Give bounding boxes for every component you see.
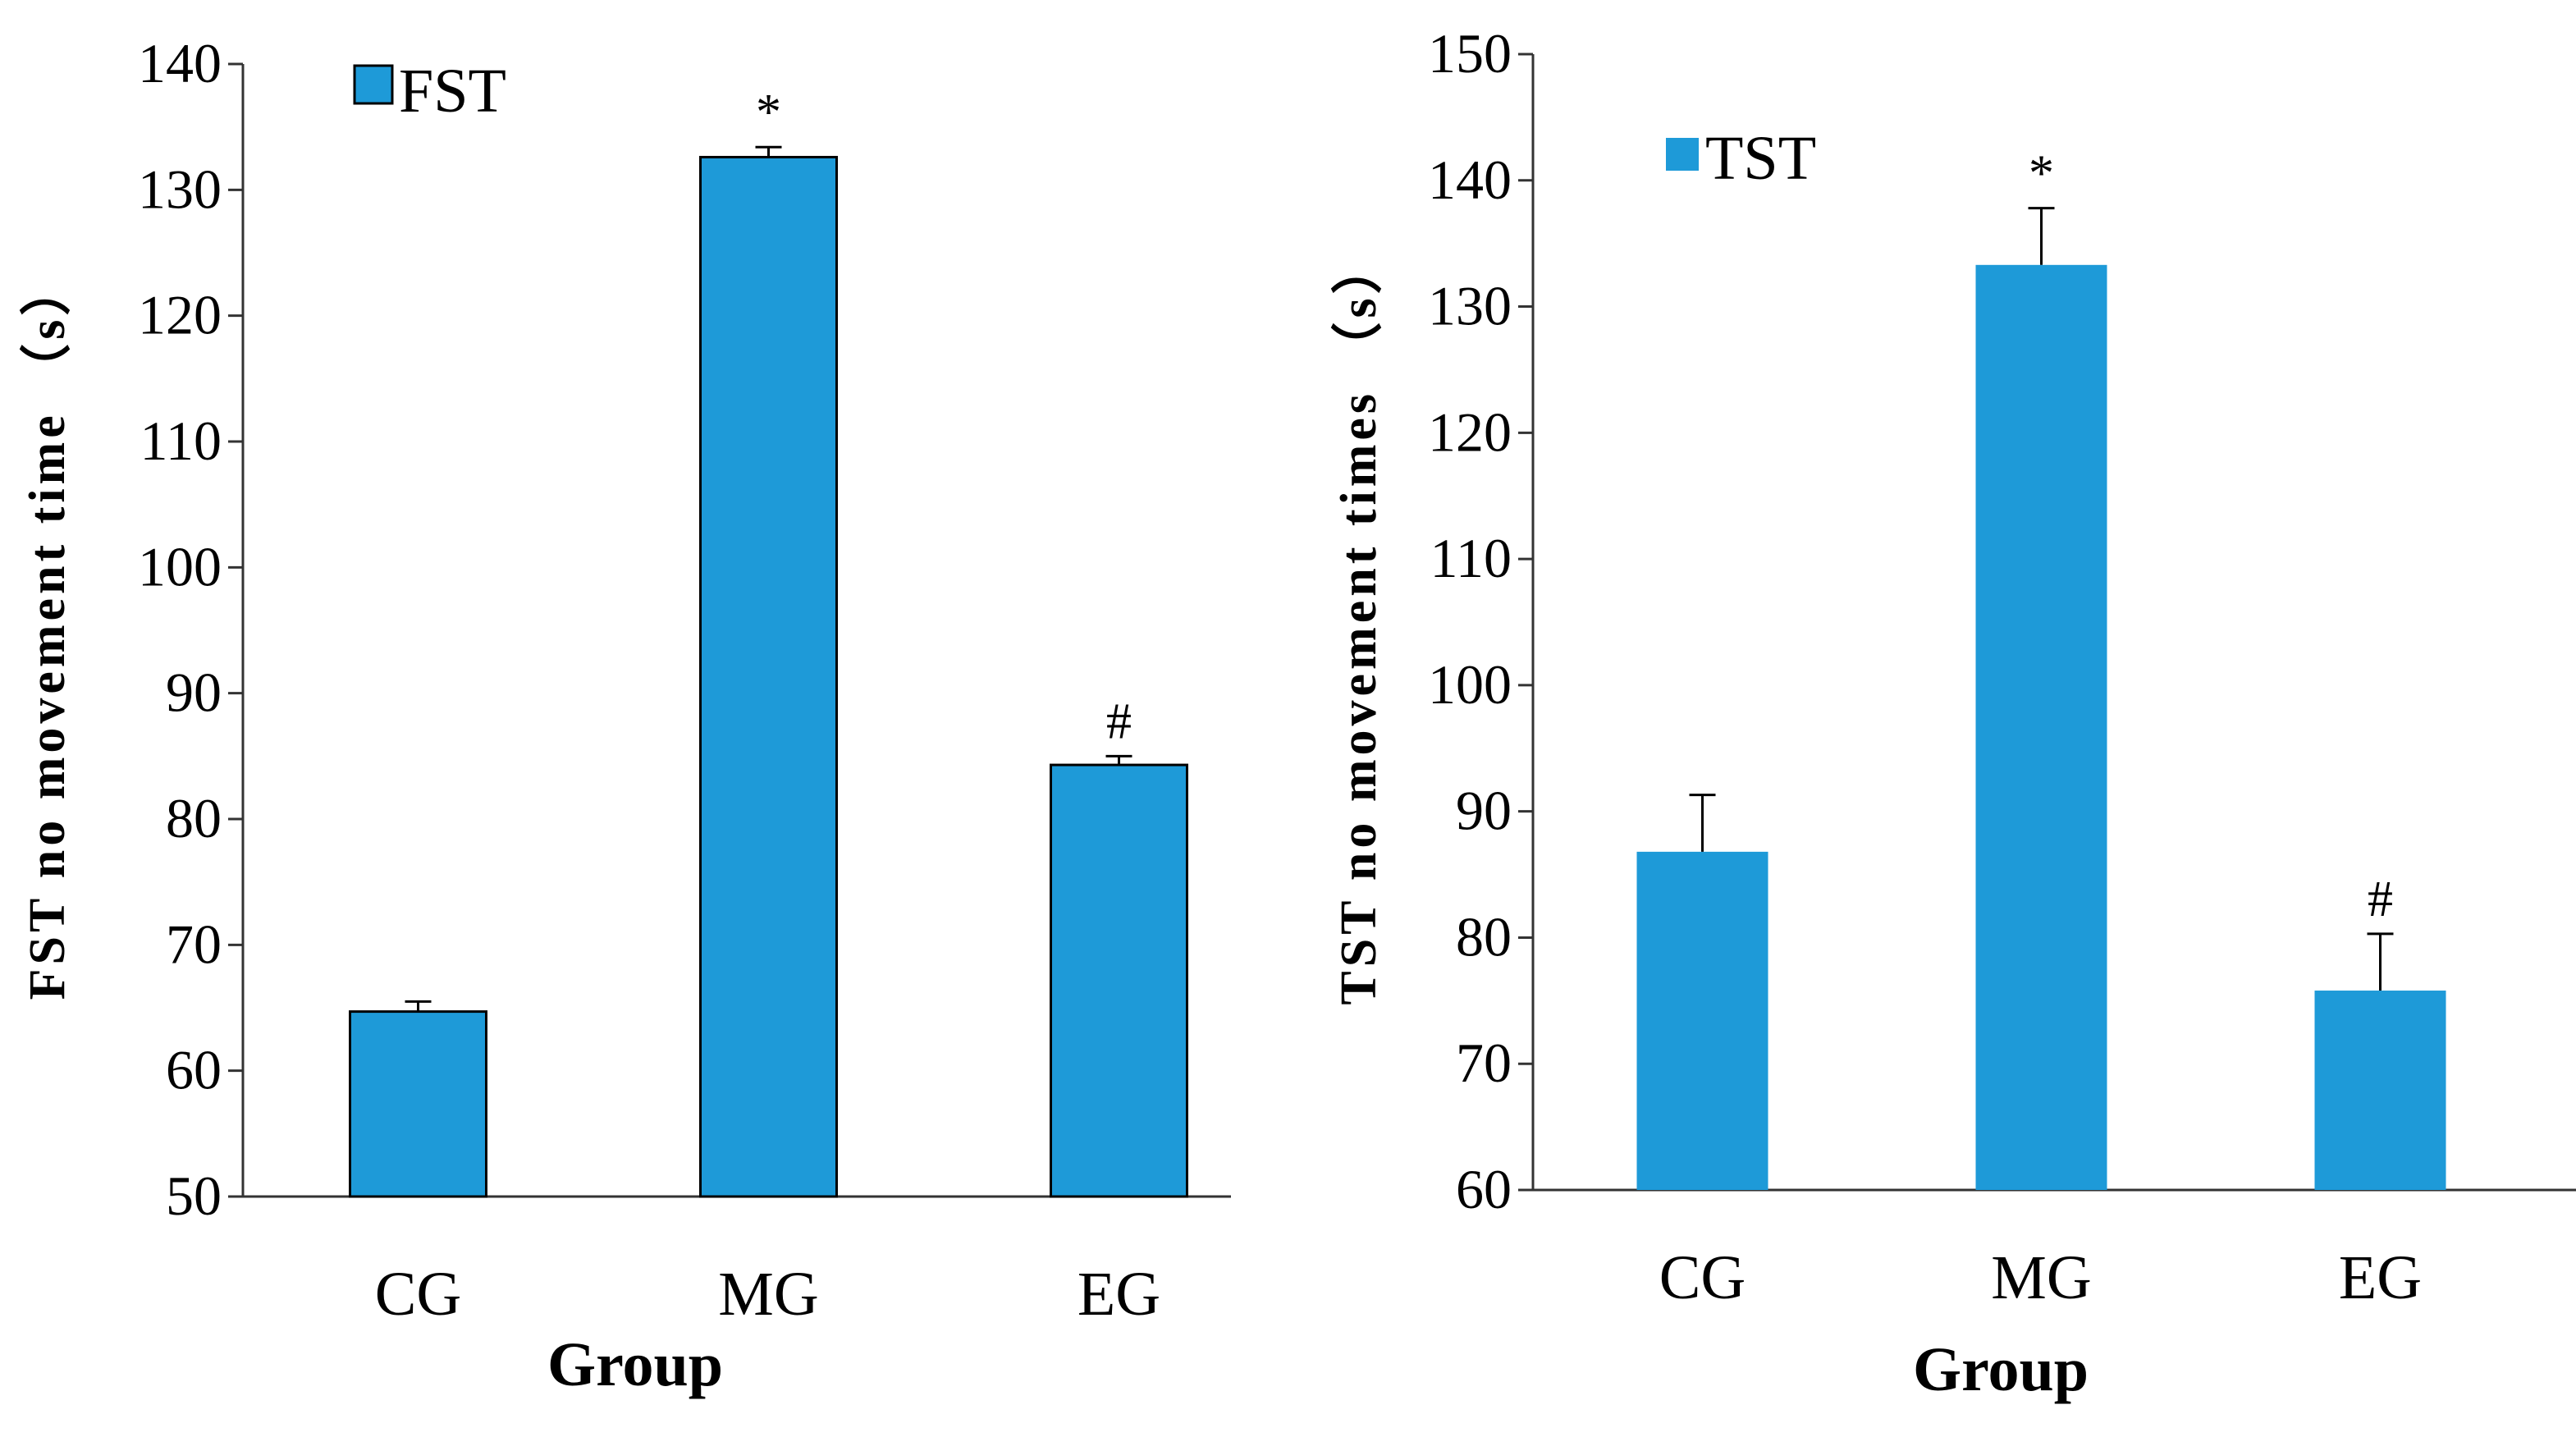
tst-x-tick-label: EG <box>2339 1243 2422 1312</box>
tst-y-tick-label: 130 <box>1428 275 1512 337</box>
tst-bar-eg <box>2314 991 2446 1190</box>
fst-legend-swatch <box>353 64 394 105</box>
tst-y-tick-label: 80 <box>1456 905 1512 968</box>
tst-x-tick-label: CG <box>1659 1243 1746 1312</box>
fst-y-tick-label: 70 <box>166 913 222 975</box>
fst-y-tick-label: 80 <box>166 787 222 849</box>
fst-y-tick-label: 110 <box>140 410 222 472</box>
fst-y-axis-title: FST no movement time （s） <box>18 261 75 1000</box>
tst-y-tick-label: 90 <box>1456 780 1512 842</box>
fst-significance-mark: # <box>1106 693 1132 749</box>
fst-legend-label: FST <box>399 57 506 126</box>
tst-bar-cg <box>1636 851 1768 1190</box>
fst-y-tick-label: 100 <box>138 535 222 597</box>
fst-y-tick-label: 90 <box>166 661 222 724</box>
fst-bar-cg <box>349 1010 487 1198</box>
fst-x-axis-title: Group <box>547 1330 723 1399</box>
fst-y-tick-label: 140 <box>138 32 222 94</box>
tst-y-tick-label: 120 <box>1428 400 1512 463</box>
fst-x-tick-label: EG <box>1078 1260 1160 1329</box>
fst-bar-eg <box>1050 763 1188 1198</box>
tst-legend-swatch <box>1666 138 1699 171</box>
fst-y-tick-label: 60 <box>166 1039 222 1101</box>
fst-x-tick-label: MG <box>718 1260 818 1329</box>
tst-y-axis-title: TST no movement times （s） <box>1329 239 1387 1005</box>
tst-bar-mg <box>1975 264 2107 1191</box>
fst-bar-mg <box>699 155 838 1198</box>
fst-significance-mark: * <box>756 85 781 140</box>
tst-significance-mark: * <box>2029 146 2054 202</box>
tst-y-tick-label: 70 <box>1456 1032 1512 1094</box>
fst-y-tick-label: 120 <box>138 284 222 346</box>
tst-x-tick-label: MG <box>1991 1243 2091 1312</box>
fst-y-tick-label: 50 <box>166 1165 222 1227</box>
tst-y-tick-label: 110 <box>1430 527 1512 589</box>
tst-legend-label: TST <box>1705 124 1816 193</box>
tst-significance-mark: # <box>2368 872 2393 927</box>
tst-y-tick-label: 150 <box>1428 22 1512 85</box>
tst-x-axis-title: Group <box>1913 1335 2089 1404</box>
fst-y-tick-label: 130 <box>138 158 222 220</box>
tst-y-tick-label: 100 <box>1428 653 1512 716</box>
tst-y-tick-label: 60 <box>1456 1158 1512 1220</box>
tst-y-tick-label: 140 <box>1428 149 1512 211</box>
fst-x-tick-label: CG <box>375 1260 462 1329</box>
